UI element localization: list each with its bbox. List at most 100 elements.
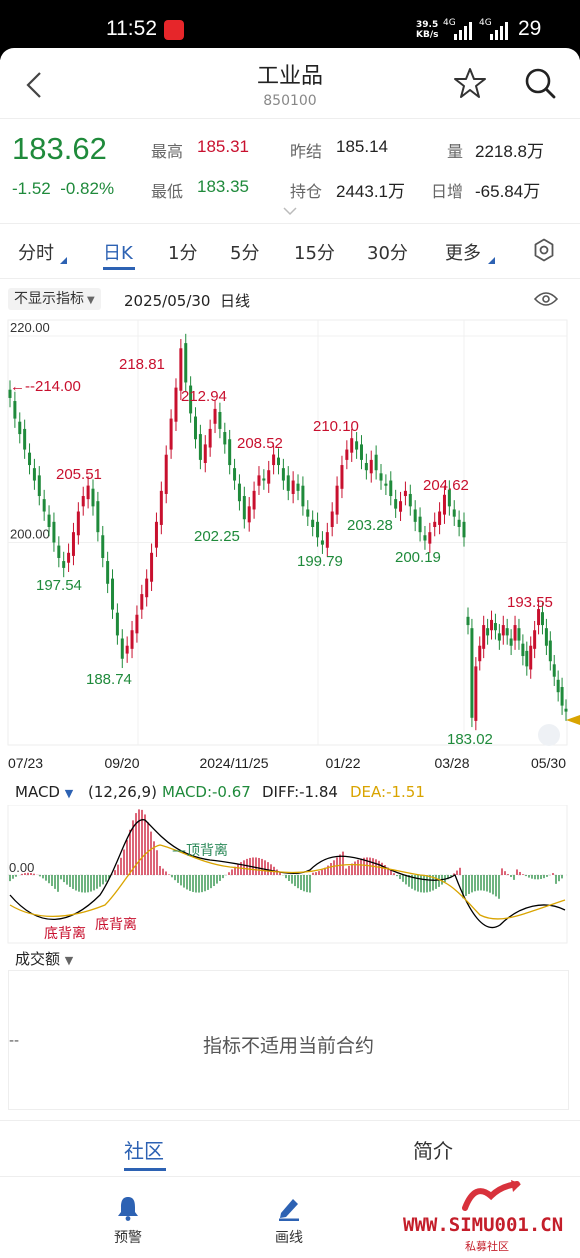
candle-body: [359, 444, 363, 460]
candle-body: [276, 457, 280, 466]
search-icon[interactable]: [523, 66, 557, 100]
candle-body: [252, 490, 256, 510]
daily-increase-label: 日增: [431, 182, 464, 201]
price-annotation: 202.25: [194, 528, 240, 545]
candle-body: [364, 462, 368, 471]
tab-1min[interactable]: 1分: [168, 243, 198, 264]
candle-body: [23, 428, 27, 450]
candle-body: [242, 496, 246, 520]
candle-body: [482, 625, 486, 649]
candle-body: [350, 438, 354, 453]
tab-timeshare[interactable]: 分时: [18, 243, 54, 264]
gear-icon[interactable]: [532, 238, 556, 262]
tab-intro[interactable]: 简介: [413, 1139, 453, 1163]
fullscreen-icon: [538, 724, 560, 746]
chart-frame: [7, 319, 568, 746]
app-notification-icon: [164, 20, 184, 40]
candle-body: [291, 480, 295, 494]
candle-body: [106, 561, 110, 584]
candle-body: [115, 612, 119, 636]
tab-underline: [103, 267, 135, 270]
high-label: 最高: [151, 142, 184, 161]
candlestick-chart[interactable]: 220.00 200.00 ←--214.00 205.51 197.54 188.74 2…: [0, 318, 580, 778]
candle-body: [228, 439, 232, 466]
candle-body: [501, 625, 505, 636]
candle-body: [389, 480, 393, 497]
star-icon[interactable]: [453, 66, 487, 100]
candle-body: [374, 454, 378, 471]
candle-body: [330, 511, 334, 527]
expand-chevron-icon[interactable]: [282, 206, 298, 216]
tab-more[interactable]: 更多: [445, 243, 481, 264]
tab-daily-k[interactable]: 日K: [103, 243, 133, 264]
net-type-2: 4G: [479, 18, 492, 28]
candle-body: [316, 521, 320, 538]
watermark-logo-icon: [462, 1180, 521, 1211]
eye-icon[interactable]: [534, 290, 558, 308]
candle-body: [174, 387, 178, 422]
tab-5min[interactable]: 5分: [230, 243, 260, 264]
price-annotation: 204.62: [423, 477, 469, 494]
candle-body: [267, 470, 271, 484]
volume-label: 量: [447, 142, 464, 161]
candle-body: [57, 545, 61, 558]
tab-15min[interactable]: 15分: [294, 243, 335, 264]
candle-body: [13, 401, 17, 419]
macd-selector[interactable]: MACD ▼: [15, 783, 74, 801]
price-annotation: 197.54: [36, 577, 82, 594]
watermark-text: WWW.SIMU001.CN: [403, 1214, 564, 1236]
candle-body: [529, 645, 533, 670]
chart-date: 2025/05/30 日线: [124, 292, 251, 310]
candle-body: [125, 645, 129, 654]
macd-header: MACD ▼ (12,26,9) MACD:-0.67 DIFF:-1.84 D…: [0, 782, 580, 804]
candle-body: [135, 614, 139, 634]
volume-message: 指标不适用当前合约: [202, 1035, 374, 1057]
macd-zero-label: 0.00: [9, 860, 34, 875]
volume-header: 成交额 ▼: [0, 946, 580, 968]
candle-body: [490, 619, 494, 631]
candle-body: [544, 628, 548, 646]
nav-draw-label: 画线: [275, 1230, 303, 1246]
header: 工业品 850100: [0, 48, 580, 118]
divergence-label-bottom: 底背离: [44, 925, 86, 942]
candle-body: [564, 708, 568, 712]
candle-body: [154, 521, 158, 548]
candle-body: [76, 511, 80, 536]
prev-settle-value: 185.14: [336, 137, 388, 156]
tab-dropdown-icon: [60, 257, 67, 264]
back-icon[interactable]: [22, 70, 46, 100]
candle-body: [517, 628, 521, 641]
x-tick-label: 03/28: [434, 755, 469, 771]
macd-value: MACD:-0.67: [162, 783, 251, 801]
candle-body: [96, 501, 100, 533]
volume-selector[interactable]: 成交额 ▼: [15, 950, 74, 968]
candle-body: [340, 465, 344, 489]
macd-params: (12,26,9): [88, 783, 157, 801]
candle-body: [218, 411, 222, 429]
candle-body: [537, 609, 541, 626]
nav-draw[interactable]: 画线: [259, 1195, 319, 1247]
candle-body: [281, 468, 285, 481]
candle-body: [505, 628, 509, 636]
nav-alert[interactable]: 预警: [98, 1195, 158, 1247]
candle-body: [345, 449, 349, 460]
high-value: 185.31: [197, 137, 249, 156]
candle-body: [548, 640, 552, 662]
candle-body: [423, 535, 427, 541]
price-annotation: 218.81: [119, 356, 165, 373]
candle-body: [52, 521, 56, 543]
candle-body: [18, 421, 22, 435]
candle-body: [169, 418, 173, 450]
candle-body: [399, 501, 403, 512]
candle-body: [91, 488, 95, 507]
candle-body: [184, 343, 188, 383]
candle-body: [208, 428, 212, 448]
tab-30min[interactable]: 30分: [367, 243, 408, 264]
pen-draw-icon: [279, 1199, 299, 1221]
candle-body: [525, 650, 529, 667]
candle-body: [81, 496, 85, 507]
price-annotation: 203.28: [347, 517, 393, 534]
tab-community[interactable]: 社区: [124, 1139, 164, 1163]
indicator-selector[interactable]: 不显示指标 ▼: [8, 288, 101, 310]
